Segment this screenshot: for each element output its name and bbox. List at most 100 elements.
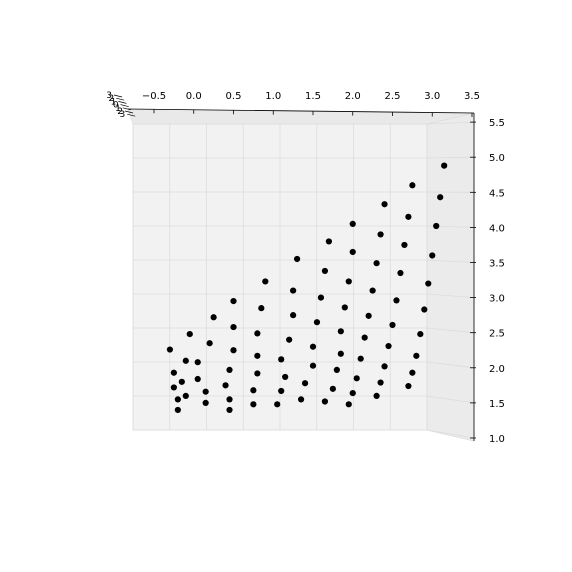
data-point bbox=[194, 359, 201, 366]
z-side-gridline bbox=[426, 429, 475, 439]
x-tick-label: 2.0 bbox=[345, 91, 361, 102]
data-point bbox=[290, 287, 297, 294]
data-point bbox=[278, 356, 285, 363]
axis-lines bbox=[127, 108, 475, 441]
data-point bbox=[385, 342, 392, 350]
data-point bbox=[429, 252, 436, 259]
y-tick-label: 0 bbox=[113, 101, 119, 111]
y-tick-mark bbox=[124, 110, 134, 114]
y-tick-label: 1 bbox=[111, 97, 117, 107]
data-point bbox=[349, 220, 356, 227]
x-tick-label: 1.5 bbox=[305, 91, 321, 102]
y-tick-label: 2 bbox=[108, 94, 114, 104]
z-side-gridline bbox=[426, 259, 475, 263]
data-point bbox=[397, 269, 404, 277]
data-point bbox=[206, 340, 213, 347]
x-tick-label: 0.0 bbox=[186, 91, 202, 102]
y-tick-mark bbox=[120, 104, 129, 107]
data-point bbox=[202, 399, 209, 406]
z-tick-label: 2.5 bbox=[489, 329, 505, 340]
z-tick-label: 4.0 bbox=[489, 223, 505, 234]
data-point bbox=[230, 347, 237, 354]
data-point bbox=[357, 355, 364, 362]
data-point bbox=[170, 369, 177, 376]
data-point bbox=[202, 388, 209, 395]
x-tick-label: −0.5 bbox=[142, 91, 166, 102]
data-point bbox=[178, 378, 185, 385]
data-point bbox=[226, 366, 233, 374]
data-point bbox=[333, 366, 340, 374]
data-point bbox=[313, 319, 321, 326]
x-tick-labels: −0.5 0.0 0.5 1.0 1.5 2.0 2.5 3.0 3.5 bbox=[142, 91, 480, 117]
z-side-gridline bbox=[426, 121, 475, 125]
data-point bbox=[437, 194, 444, 201]
x-tick-label: 1.0 bbox=[265, 91, 281, 102]
data-point bbox=[170, 384, 177, 391]
z-side-gridline bbox=[426, 293, 475, 298]
z-side-gridline bbox=[426, 156, 475, 159]
data-point bbox=[301, 380, 309, 387]
data-point bbox=[226, 406, 233, 414]
data-point bbox=[274, 401, 281, 408]
data-point bbox=[226, 396, 233, 403]
data-point bbox=[210, 314, 217, 321]
data-point bbox=[377, 231, 384, 238]
data-point bbox=[230, 323, 237, 331]
data-point bbox=[369, 287, 376, 294]
data-point bbox=[373, 392, 380, 399]
z-tick-labels: 1.0 1.5 2.0 2.5 3.0 3.5 4.0 4.5 5.0 5.5 bbox=[470, 118, 505, 445]
data-point bbox=[361, 334, 368, 341]
y-tick-mark bbox=[113, 94, 123, 98]
data-point bbox=[321, 267, 329, 275]
data-point bbox=[309, 362, 317, 369]
data-point bbox=[250, 401, 257, 408]
z-side-gridline bbox=[426, 327, 475, 334]
data-point bbox=[421, 306, 428, 313]
data-point bbox=[409, 369, 416, 376]
data-point bbox=[433, 222, 440, 230]
data-point bbox=[182, 357, 189, 364]
data-point bbox=[317, 294, 325, 301]
x-tick-label: 3.0 bbox=[424, 91, 440, 102]
y-tick-label: 3 bbox=[106, 91, 112, 101]
data-point bbox=[345, 401, 352, 408]
x-tick-label: 0.5 bbox=[226, 91, 242, 102]
data-points bbox=[166, 162, 448, 414]
z-tick-label: 2.0 bbox=[489, 364, 505, 375]
data-point bbox=[377, 379, 384, 386]
x-tick-label: 3.5 bbox=[464, 91, 480, 102]
y-tick-mark bbox=[122, 107, 131, 111]
z-tick-label: 1.0 bbox=[489, 434, 505, 445]
data-point bbox=[409, 182, 416, 189]
data-point bbox=[373, 260, 380, 267]
data-point bbox=[230, 298, 237, 305]
data-point bbox=[405, 213, 412, 220]
data-point bbox=[381, 363, 388, 370]
data-point bbox=[262, 278, 269, 285]
data-point bbox=[337, 328, 344, 335]
data-point bbox=[365, 312, 372, 319]
data-point bbox=[425, 280, 432, 287]
data-point bbox=[254, 352, 261, 359]
side-pane-fill bbox=[426, 112, 475, 442]
data-point bbox=[401, 241, 408, 249]
data-point bbox=[345, 278, 352, 285]
data-point bbox=[166, 346, 173, 353]
z-tick-label: 5.0 bbox=[489, 153, 505, 164]
z-gridlines bbox=[133, 121, 475, 439]
data-point bbox=[297, 396, 305, 403]
data-point bbox=[349, 389, 356, 397]
z-side-gridline bbox=[426, 361, 475, 369]
data-point bbox=[353, 375, 360, 382]
data-point bbox=[349, 248, 356, 256]
data-point bbox=[254, 370, 261, 377]
data-point bbox=[194, 375, 201, 383]
data-point bbox=[329, 385, 336, 392]
y-tick-mark bbox=[118, 101, 127, 104]
z-side-gridline bbox=[426, 395, 475, 404]
data-point bbox=[309, 343, 317, 350]
data-point bbox=[174, 396, 181, 403]
data-point bbox=[250, 387, 257, 394]
data-point bbox=[282, 373, 289, 381]
